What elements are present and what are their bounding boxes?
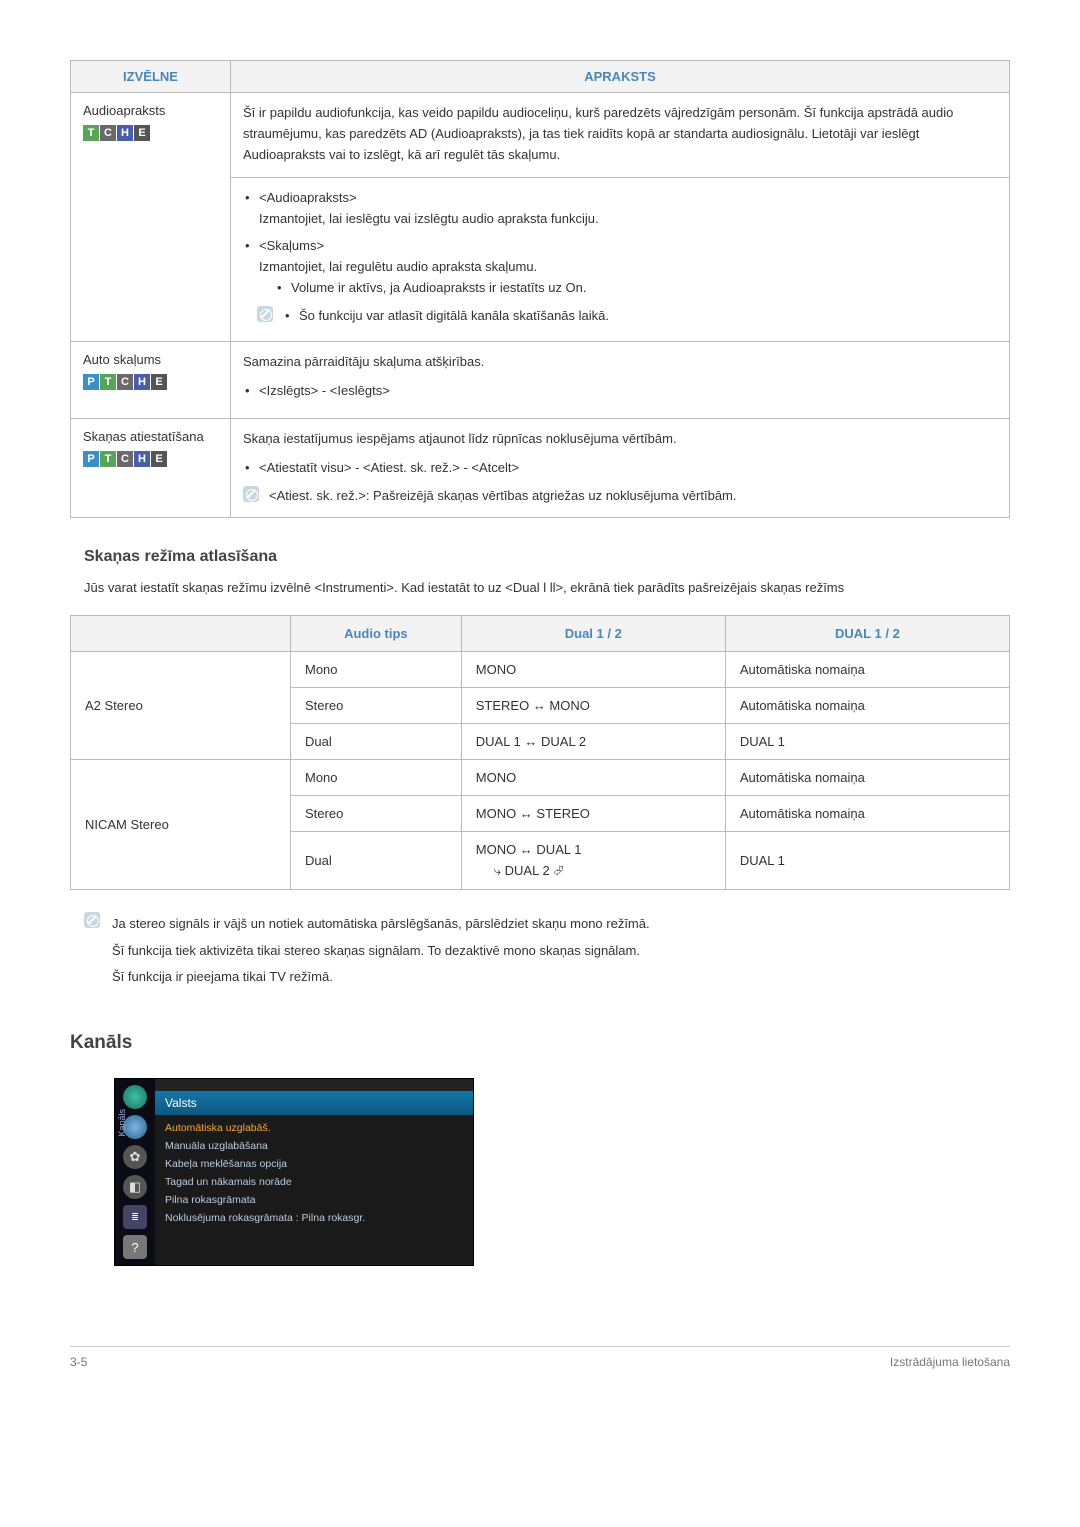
desc-intro: Skaņa iestatījumus iespējams atjaunot lī… <box>243 429 997 450</box>
tag-c-icon: C <box>117 451 133 467</box>
tag-e-icon: E <box>151 374 167 390</box>
mode-cell: STEREO ↔ MONO <box>461 687 725 723</box>
input-icon: ≣ <box>123 1205 147 1229</box>
device-tags: PTCHE <box>83 450 218 467</box>
mode-cell: Stereo <box>291 795 462 831</box>
footer-left: 3-5 <box>70 1355 87 1369</box>
screen-icon: ◧ <box>123 1175 147 1199</box>
menu-item: Noklusējuma rokasgrāmata : Pilna rokasgr… <box>155 1209 473 1227</box>
menu-name: Skaņas atiestatīšana <box>83 429 218 444</box>
mode-cell: MONO <box>461 651 725 687</box>
mode-cell: DUAL 1 ↔ DUAL 2 <box>461 723 725 759</box>
channel-title: Kanāls <box>70 1032 1010 1054</box>
menu-items: Automātiska uzglabāš. Manuāla uzglabāšan… <box>155 1115 473 1235</box>
option-label: <Audioapraksts> <box>259 188 997 209</box>
menu-name: Audioapraksts <box>83 103 218 118</box>
col-menu-header: IZVĒLNE <box>71 61 231 93</box>
mode-col-2: Dual 1 / 2 <box>461 615 725 651</box>
menu-item: Pilna rokasgrāmata <box>155 1191 473 1209</box>
option-inline: <Izslēgts> - <Ieslēgts> <box>243 381 997 402</box>
footer-right: Izstrādājuma lietošana <box>890 1355 1010 1369</box>
note-line: Šī funkcija tiek aktivizēta tikai stereo… <box>112 939 650 964</box>
mode-cell: DUAL 1 <box>725 723 1009 759</box>
mode-cell: Dual <box>291 831 462 889</box>
table-row: Auto skaļums PTCHE Samazina pārraidītāju… <box>71 342 1010 419</box>
tag-h-icon: H <box>134 374 150 390</box>
mode-cell: Automātiska nomaiņa <box>725 651 1009 687</box>
tag-h-icon: H <box>134 451 150 467</box>
tag-c-icon: C <box>100 125 116 141</box>
mode-cell: Automātiska nomaiņa <box>725 687 1009 723</box>
menu-topbar <box>155 1079 473 1091</box>
mode-cell: DUAL 1 <box>725 831 1009 889</box>
menu-item: Tagad un nākamais norāde <box>155 1173 473 1191</box>
mode-cell: MONO <box>461 759 725 795</box>
tag-h-icon: H <box>117 125 133 141</box>
mode-cell: Stereo <box>291 687 462 723</box>
device-tags: PTCHE <box>83 373 218 390</box>
option-inline: <Atiestatīt visu> - <Atiest. sk. rež.> -… <box>243 458 997 479</box>
menu-item: Automātiska uzglabāš. <box>155 1119 473 1137</box>
note-icon <box>257 306 273 322</box>
tag-p-icon: P <box>83 451 99 467</box>
mode-cell: Mono <box>291 759 462 795</box>
sound-mode-title: Skaņas režīma atlasīšana <box>84 548 1010 566</box>
mode-cell: Automātiska nomaiņa <box>725 795 1009 831</box>
menu-table: IZVĒLNE APRAKSTS Audioapraksts TCHE Šī i… <box>70 60 1010 518</box>
globe-icon <box>123 1085 147 1109</box>
mode-col-0 <box>71 615 291 651</box>
tag-p-icon: P <box>83 374 99 390</box>
channel-menu-screenshot: Kanāls ✿ ◧ ≣ ? Valsts Automātiska uzglab… <box>114 1078 474 1266</box>
sidebar-label: Kanāls <box>117 1109 127 1137</box>
mode-col-1: Audio tips <box>291 615 462 651</box>
tag-c-icon: C <box>117 374 133 390</box>
sound-mode-desc: Jūs varat iestatīt skaņas režīmu izvēlnē… <box>84 578 1010 599</box>
tag-t-icon: T <box>100 451 116 467</box>
mode-row-head: A2 Stereo <box>71 651 291 759</box>
mode-cell: Mono <box>291 651 462 687</box>
option-label: <Skaļums> <box>259 236 997 257</box>
menu-item: Manuāla uzglabāšana <box>155 1137 473 1155</box>
mode-cell: Automātiska nomaiņa <box>725 759 1009 795</box>
menu-name: Auto skaļums <box>83 352 218 367</box>
note-text: Šo funkciju var atlasīt digitālā kanāla … <box>283 306 997 327</box>
option-text: Izmantojiet, lai regulētu audio apraksta… <box>259 257 997 278</box>
mode-cell: MONO ↔ DUAL 1 ⤷ DUAL 2 ⏎ <box>461 831 725 889</box>
menu-item: Kabeļa meklēšanas opcija <box>155 1155 473 1173</box>
menu-sidebar: Kanāls ✿ ◧ ≣ ? <box>115 1079 155 1265</box>
help-icon: ? <box>123 1235 147 1259</box>
gear-icon: ✿ <box>123 1145 147 1169</box>
tag-e-icon: E <box>151 451 167 467</box>
note-text: <Atiest. sk. rež.>: Pašreizējā skaņas vē… <box>269 486 737 507</box>
note-line: Ja stereo signāls ir vājš un notiek auto… <box>112 912 650 937</box>
mode-cell: Dual <box>291 723 462 759</box>
page-footer: 3-5 Izstrādājuma lietošana <box>70 1346 1010 1369</box>
note-icon <box>84 912 100 928</box>
tag-e-icon: E <box>134 125 150 141</box>
option-text: Izmantojiet, lai ieslēgtu vai izslēgtu a… <box>259 209 997 230</box>
tag-t-icon: T <box>83 125 99 141</box>
tag-t-icon: T <box>100 374 116 390</box>
mode-cell: MONO ↔ STEREO <box>461 795 725 831</box>
desc-intro: Šī ir papildu audiofunkcija, kas veido p… <box>243 103 997 165</box>
device-tags: TCHE <box>83 124 218 141</box>
note-line: Šī funkcija ir pieejama tikai TV režīmā. <box>112 965 650 990</box>
note-icon <box>243 486 259 502</box>
mode-cell-extra: ⤷ DUAL 2 ⏎ <box>476 863 711 879</box>
option-list: <Audioapraksts> Izmantojiet, lai ieslēgt… <box>243 188 997 298</box>
menu-header: Valsts <box>155 1091 473 1115</box>
sound-mode-notes: Ja stereo signāls ir vājš un notiek auto… <box>84 912 1010 992</box>
table-row: Audioapraksts TCHE Šī ir papildu audiofu… <box>71 93 1010 342</box>
col-desc-header: APRAKSTS <box>231 61 1010 93</box>
desc-intro: Samazina pārraidītāju skaļuma atšķirības… <box>243 352 997 373</box>
table-row: Skaņas atiestatīšana PTCHE Skaņa iestatī… <box>71 418 1010 517</box>
mode-col-3: DUAL 1 / 2 <box>725 615 1009 651</box>
sound-mode-table: Audio tips Dual 1 / 2 DUAL 1 / 2 A2 Ster… <box>70 615 1010 890</box>
mode-row-head: NICAM Stereo <box>71 759 291 889</box>
sub-option-text: Volume ir aktīvs, ja Audioapraksts ir ie… <box>275 278 997 299</box>
